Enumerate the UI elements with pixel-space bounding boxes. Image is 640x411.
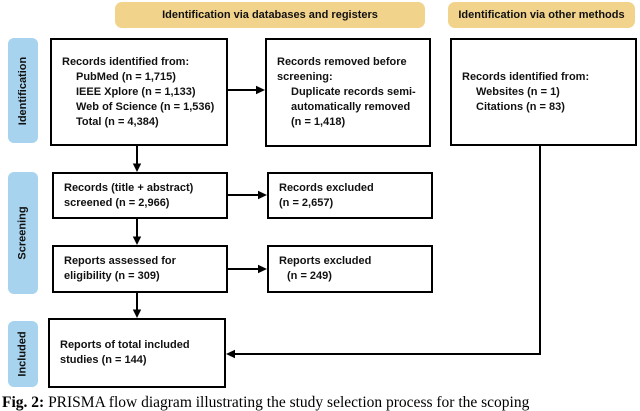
box-reports-excluded: Reports excluded (n = 249): [267, 245, 433, 293]
header-identification-databases: Identification via databases and registe…: [115, 2, 425, 28]
figure-caption-text: PRISMA flow diagram illustrating the stu…: [44, 394, 530, 411]
box-line: eligibility (n = 309): [64, 270, 160, 282]
stage-label-included: Included: [8, 321, 38, 387]
box-line: Citations (n = 83): [476, 100, 565, 113]
box-line: Records identified from:: [62, 55, 190, 68]
stage-label-identification-text: Identification: [17, 56, 30, 125]
box-records-screened: Records (title + abstract) screened (n =…: [52, 172, 228, 219]
box-line: (n = 249): [287, 270, 332, 282]
box-line: (n = 2,657): [279, 196, 334, 209]
stage-label-screening: Screening: [8, 172, 38, 294]
box-line: Reports assessed for: [64, 255, 176, 267]
arrow-identified-to-removed: [228, 85, 265, 95]
stage-label-included-text: Included: [17, 331, 30, 377]
box-line: Websites (n = 1): [476, 85, 560, 98]
box-line: Total (n = 4,384): [76, 115, 159, 128]
box-reports-assessed: Reports assessed for eligibility (n = 30…: [52, 245, 228, 293]
box-records-excluded: Records excluded (n = 2,657): [267, 172, 433, 219]
figure-caption: Fig. 2: PRISMA flow diagram illustrating…: [2, 394, 640, 411]
box-line: automatically removed: [291, 101, 411, 113]
box-line: Records (title + abstract): [64, 181, 194, 194]
box-line: IEEE Xplore (n = 1,133): [76, 85, 196, 98]
box-line: Reports excluded: [279, 255, 372, 267]
box-line: Duplicate records semi-: [291, 86, 416, 98]
box-records-identified-other: Records identified from: Websites (n = 1…: [450, 38, 637, 146]
box-line: Records removed before: [277, 56, 407, 68]
box-line: Records identified from:: [462, 70, 590, 83]
arrow-assessed-to-excluded: [228, 264, 267, 274]
arrow-identified-to-screened: [132, 146, 142, 172]
box-line: Reports of total included: [60, 339, 190, 351]
box-records-removed: Records removed before screening: Duplic…: [265, 38, 431, 147]
arrow-screened-to-excluded: [228, 190, 267, 200]
box-records-identified-databases: Records identified from: PubMed (n = 1,7…: [50, 38, 228, 146]
box-line: PubMed (n = 1,715): [76, 70, 176, 83]
box-line: (n = 1,418): [291, 116, 346, 128]
figure-caption-label: Fig. 2:: [2, 394, 45, 411]
box-line: studies (n = 144): [60, 354, 147, 366]
box-line: screening:: [277, 71, 333, 83]
box-included-studies: Reports of total included studies (n = 1…: [48, 318, 226, 388]
header-identification-other: Identification via other methods: [448, 2, 635, 28]
box-line: Web of Science (n = 1,536): [76, 100, 215, 113]
stage-label-screening-text: Screening: [17, 206, 29, 260]
box-line: Records excluded: [279, 181, 374, 194]
arrow-assessed-to-included: [132, 293, 142, 318]
box-line: screened (n = 2,966): [64, 196, 170, 209]
arrow-screened-to-assessed: [132, 219, 142, 245]
stage-label-identification: Identification: [8, 38, 38, 143]
